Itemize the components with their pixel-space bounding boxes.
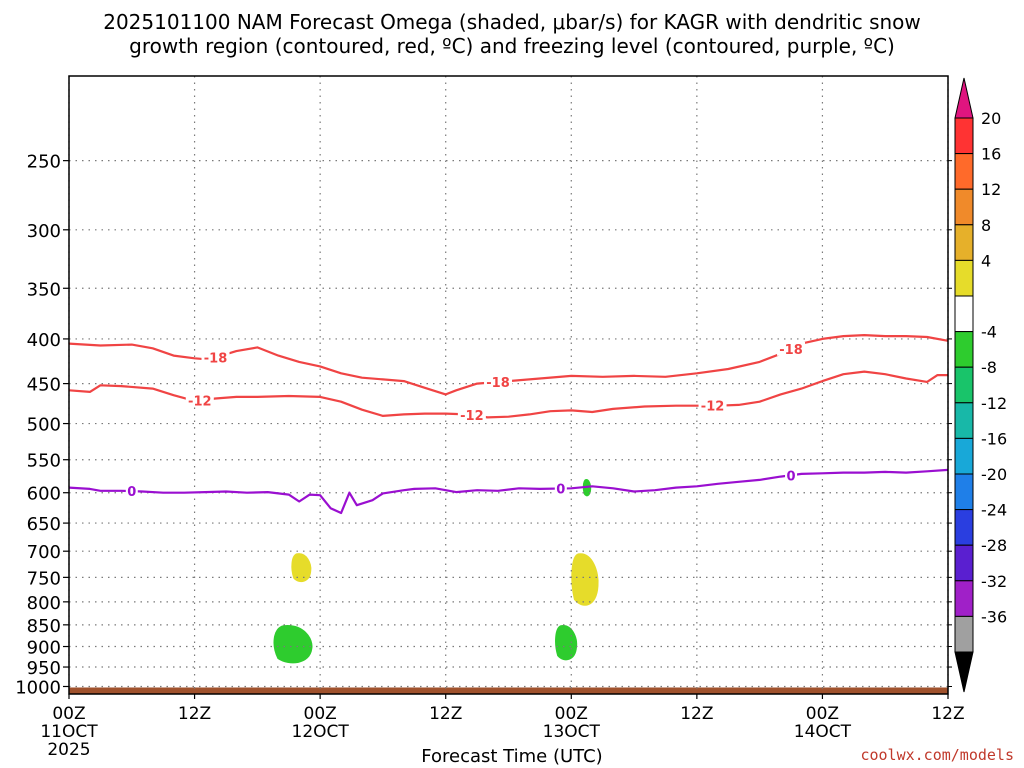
y-tick-label-850: 850 [27,616,61,637]
colorbar-label-3: 8 [981,216,991,235]
contour-label-bg--12-1 [457,408,486,423]
axis-layer: 2503003504004505005506006507007508008509… [15,75,965,760]
contour-label-bg-0-1 [554,481,567,496]
colorbar-segment-4 [954,259,974,297]
x-tick-label-48-1: 13OCT [543,722,601,742]
x-tick-label-24-1: 12OCT [292,722,350,742]
y-tick-label-900: 900 [27,638,61,659]
contour-label-bg--12-2 [698,398,727,413]
omega-shading-layer [69,479,948,694]
y-tick-label-750: 750 [27,568,61,589]
omega-region-2 [273,625,313,664]
contour-label--12-0: -12 [188,394,212,409]
colorbar-bottom-triangle [954,651,974,693]
contour-label-bg--18-2 [777,341,806,356]
x-tick-label-48-0: 00Z [555,704,588,724]
y-tick-label-550: 550 [27,451,61,472]
colorbar-label-10: -24 [981,501,1007,520]
title-line-1: 2025101100 NAM Forecast Omega (shaded, μ… [103,10,921,34]
x-tick-label-24-0: 00Z [304,704,337,724]
y-tick-label-1000: 1000 [15,677,61,698]
x-tick-label-36-0: 12Z [429,704,462,724]
y-tick-label-650: 650 [27,514,61,535]
colorbar-segment-8 [954,402,974,439]
colorbar-segment-3 [954,224,974,261]
colorbar-segment-0 [954,117,974,155]
colorbar-label-12: -32 [981,572,1007,591]
colorbar-segment-12 [954,544,974,582]
colorbar-label-7: -12 [981,394,1007,413]
colorbar-label-13: -36 [981,607,1007,626]
colorbar: 20 16 12 8 4 -4 -8 -12 -16 -20 -24 -28 -32 -36 [954,77,1007,693]
x-tick-label-72-1: 14OCT [794,722,852,742]
contour-label--18-1: -18 [486,376,510,391]
colorbar-segment-9 [954,437,974,475]
colorbar-segment-1 [954,153,974,190]
colorbar-label-9: -20 [981,465,1007,484]
y-tick-label-350: 350 [27,279,61,300]
y-tick-label-600: 600 [27,484,61,505]
y-tick-label-500: 500 [27,415,61,436]
y-tick-label-450: 450 [27,375,61,396]
x-tick-label-60-0: 12Z [680,704,713,724]
contour-label-0-1: 0 [556,482,565,497]
contour-label-bg-0-2 [785,468,798,483]
contour-label-0-2: 0 [787,469,796,484]
colorbar-segment-11 [954,509,974,546]
colorbar-segment-6 [954,331,974,368]
omega-region-3 [555,625,578,661]
plot-frame [68,75,949,695]
x-tick-label-0-1: 11OCT [40,722,98,742]
y-tick-label-950: 950 [27,658,61,679]
colorbar-segment-5 [954,295,974,333]
contour-label-bg--12-0 [185,393,214,408]
credit-text: coolwx.com/models [860,746,1014,764]
contour-label--12-2: -12 [701,400,725,415]
y-tick-label-700: 700 [27,542,61,563]
contour-label-bg-0-0 [125,484,138,499]
colorbar-label-5: -4 [981,323,997,342]
y-tick-label-400: 400 [27,330,61,351]
x-tick-label-0-2: 2025 [47,740,90,760]
colorbar-segment-13 [954,580,974,617]
y-tick-label-250: 250 [27,152,61,173]
x-tick-label-12-0: 12Z [178,704,211,724]
y-tick-label-300: 300 [27,221,61,242]
colorbar-label-4: 4 [981,251,991,270]
omega-region-0 [291,553,312,583]
colorbar-segment-2 [954,188,974,226]
colorbar-label-2: 12 [981,180,1001,199]
x-tick-label-84-0: 12Z [931,704,964,724]
contour-0 [68,468,949,515]
colorbar-segment-7 [954,366,974,404]
contour-label-bg--18-1 [484,374,513,389]
y-tick-label-800: 800 [27,593,61,614]
x-axis-label: Forecast Time (UTC) [421,746,603,767]
omega-region-1 [571,553,599,606]
colorbar-label-1: 16 [981,145,1001,164]
colorbar-label-0: 20 [981,109,1001,128]
colorbar-label-6: -8 [981,358,997,377]
surface-fill [69,687,948,694]
contour-label--12-1: -12 [460,409,484,424]
colorbar-top-triangle [954,77,974,119]
colorbar-segment-14 [954,615,974,653]
contour-layer: -18 -18 -18 -12 -12 -12 0 0 0 [68,334,949,515]
title-line-2: growth region (contoured, red, ºC) and f… [129,34,895,58]
x-tick-label-0-0: 00Z [52,704,85,724]
colorbar-segment-10 [954,473,974,511]
contour-label-0-0: 0 [127,485,136,500]
contour-label--18-0: -18 [204,351,228,366]
x-tick-label-72-0: 00Z [806,704,839,724]
contour-label-bg--18-0 [201,350,230,365]
colorbar-label-8: -16 [981,429,1007,448]
colorbar-label-11: -28 [981,536,1007,555]
contour-label--18-2: -18 [779,343,803,358]
